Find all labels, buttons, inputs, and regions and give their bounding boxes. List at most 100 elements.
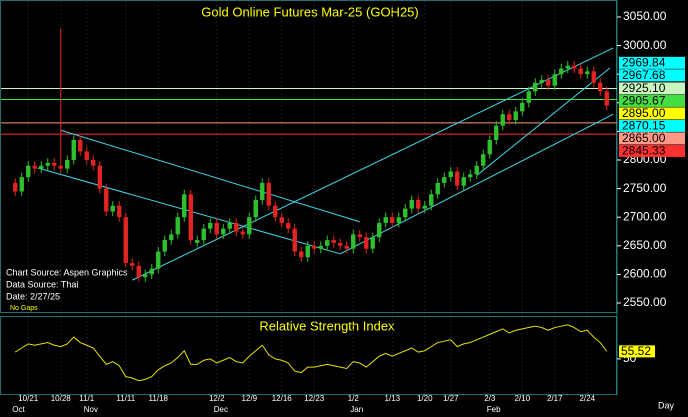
candle-body <box>221 228 226 235</box>
candle-body <box>84 151 89 160</box>
candle-body <box>58 165 63 169</box>
candle-body <box>78 139 83 152</box>
candle-body <box>162 240 167 252</box>
x-tick-label: 2/3 <box>484 394 496 403</box>
x-tick-label: 11/11 <box>116 394 135 403</box>
candle-body <box>578 68 583 75</box>
y-tick-label: 2650.00 <box>623 238 667 252</box>
rsi-value-label: 55.52 <box>621 344 651 358</box>
candle-body <box>357 234 362 238</box>
candle-body <box>175 217 180 235</box>
level-label-box <box>619 94 685 107</box>
candle-body <box>552 74 557 86</box>
candle-body <box>396 217 401 223</box>
candle-body <box>305 245 310 258</box>
x-axis-label: Day <box>658 400 675 410</box>
y-tick-label: 3000.00 <box>623 38 667 52</box>
candle-body <box>370 237 375 249</box>
candle-body <box>195 240 200 243</box>
candle-body <box>331 240 336 243</box>
x-month-label: Jan <box>350 405 363 414</box>
level-label: 2845.33 <box>622 144 666 158</box>
candle-body <box>97 165 102 189</box>
candle-body <box>247 217 252 235</box>
x-month-label: Oct <box>12 405 25 414</box>
candle-body <box>435 182 440 195</box>
candle-body <box>481 154 486 166</box>
candle-body <box>377 222 382 238</box>
level-label-box <box>619 56 685 69</box>
y-tick-label: 2750.00 <box>623 181 667 195</box>
candle-body <box>65 160 70 169</box>
candle-body <box>364 237 369 249</box>
x-tick-label: 12/2 <box>209 394 225 403</box>
x-tick-label: 2/10 <box>514 394 530 403</box>
candle-body <box>494 125 499 140</box>
candle-body <box>500 114 505 126</box>
rsi-value-box <box>619 345 655 358</box>
candle-body <box>253 200 258 218</box>
candle-body <box>91 160 96 166</box>
candle-body <box>539 79 544 83</box>
candle-body <box>591 71 596 83</box>
candle-body <box>136 265 141 278</box>
candle-body <box>422 205 427 209</box>
candle-body <box>240 231 245 235</box>
candle-body <box>143 274 148 278</box>
candle-body <box>156 251 161 269</box>
x-tick-label: 1/2 <box>348 394 360 403</box>
candle-body <box>559 68 564 75</box>
trendline <box>60 129 360 223</box>
chart-title: Gold Online Futures Mar-25 (GOH25) <box>201 4 418 19</box>
candle-body <box>299 251 304 258</box>
candle-body <box>169 234 174 241</box>
candle-body <box>39 165 44 169</box>
candle-body <box>442 177 447 183</box>
candle-body <box>292 228 297 252</box>
candle-body <box>214 222 219 235</box>
candle-body <box>429 194 434 206</box>
level-label: 2967.68 <box>622 68 666 82</box>
candle-body <box>598 82 603 92</box>
x-tick-label: 10/28 <box>51 394 72 403</box>
candle-body <box>201 228 206 241</box>
candle-body <box>461 177 466 186</box>
level-label: 2895.00 <box>622 106 666 120</box>
y-tick-label: 2700.00 <box>623 209 667 223</box>
candle-body <box>338 242 343 246</box>
x-tick-label: 12/16 <box>272 394 293 403</box>
candle-body <box>71 139 76 160</box>
candle-body <box>565 65 570 69</box>
candle-body <box>182 194 187 218</box>
candle-body <box>110 205 115 212</box>
x-tick-label: 1/20 <box>417 394 433 403</box>
x-tick-label: 1/27 <box>443 394 459 403</box>
level-label-box <box>619 144 685 157</box>
candle-body <box>117 205 122 218</box>
candle-body <box>273 205 278 218</box>
candle-body <box>513 111 518 120</box>
candle-body <box>455 171 460 186</box>
trendline <box>340 113 614 255</box>
candle-body <box>526 91 531 103</box>
candle-body <box>286 222 291 229</box>
candle-body <box>403 208 408 218</box>
candle-body <box>260 182 265 201</box>
candle-body <box>383 217 388 223</box>
x-tick-label: 12/9 <box>241 394 257 403</box>
candle-body <box>520 102 525 112</box>
candle-body <box>344 245 349 249</box>
candle-body <box>468 174 473 178</box>
candle-body <box>52 162 57 166</box>
rsi-line <box>14 324 608 382</box>
level-label: 2969.84 <box>622 56 666 70</box>
level-label-box <box>619 107 685 120</box>
x-tick-label: 2/17 <box>547 394 563 403</box>
candle-body <box>149 268 154 275</box>
candle-body <box>208 222 213 229</box>
candle-body <box>325 240 330 246</box>
candle-body <box>572 65 577 69</box>
